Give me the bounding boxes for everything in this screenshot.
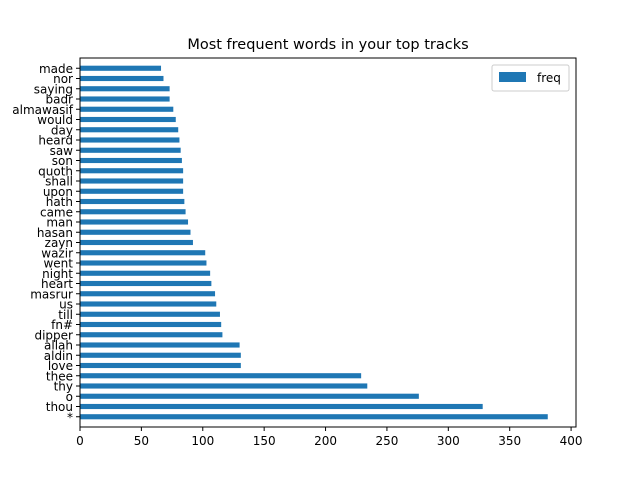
bar-23 — [80, 178, 184, 184]
x-axis-ticks: 0 50 100 150 200 250 300 350 400 — [76, 427, 583, 448]
bar-22 — [80, 188, 184, 194]
legend-frame — [491, 64, 570, 92]
bar-34 — [80, 65, 162, 71]
legend: freq — [491, 64, 570, 92]
y-tick-label-27: heard — [38, 134, 73, 148]
y-tick-label-10: till — [58, 308, 73, 322]
bar-9 — [80, 321, 222, 328]
y-tick-label-9: fn# — [51, 318, 73, 332]
bar-29 — [80, 116, 176, 123]
bar-8 — [80, 332, 223, 338]
bar-33 — [80, 75, 164, 82]
y-tick-label-24: quoth — [38, 164, 73, 178]
x-tick-label-1: 50 — [134, 434, 149, 448]
bar-31 — [80, 96, 170, 102]
bar-1 — [80, 403, 483, 410]
y-tick-label-29: would — [37, 113, 73, 127]
x-tick-label-0: 0 — [76, 434, 84, 448]
y-tick-label-15: went — [43, 257, 73, 271]
x-tick-label-7: 350 — [498, 434, 521, 448]
y-tick-label-21: hath — [46, 195, 73, 209]
y-tick-label-34: made — [39, 62, 73, 76]
y-tick-label-30: almawasif — [12, 103, 73, 117]
bars-group — [80, 65, 548, 420]
bar-12 — [80, 291, 216, 297]
y-tick-label-33: nor — [53, 72, 73, 86]
y-tick-label-13: heart — [41, 277, 73, 291]
y-tick-label-11: us — [59, 298, 73, 312]
x-tick-label-3: 150 — [253, 434, 276, 448]
y-tick-label-17: zayn — [45, 236, 73, 250]
y-tick-label-28: day — [51, 123, 73, 137]
bar-10 — [80, 311, 220, 317]
bar-6 — [80, 352, 241, 358]
y-tick-label-8: dipper — [34, 328, 73, 342]
x-tick-label-5: 250 — [375, 434, 398, 448]
x-tick-label-8: 400 — [560, 434, 583, 448]
y-tick-label-7: allah — [44, 339, 73, 353]
x-tick-label-4: 200 — [314, 434, 337, 448]
bar-13 — [80, 280, 212, 287]
bar-17 — [80, 239, 193, 246]
bar-18 — [80, 229, 191, 235]
bar-32 — [80, 86, 170, 92]
legend-swatch — [499, 72, 526, 82]
bar-20 — [80, 209, 186, 215]
y-tick-label-6: aldin — [44, 349, 73, 363]
y-tick-label-2: o — [66, 390, 73, 404]
bar-3 — [80, 383, 368, 389]
bar-0 — [80, 414, 548, 420]
bar-21 — [80, 198, 185, 205]
y-tick-label-1: thou — [46, 400, 73, 414]
bar-30 — [80, 106, 174, 112]
bar-14 — [80, 270, 211, 276]
bar-25 — [80, 157, 182, 164]
y-tick-label-19: man — [46, 216, 73, 230]
y-tick-label-26: saw — [50, 144, 74, 158]
legend-label: freq — [537, 71, 561, 85]
y-tick-label-20: came — [40, 205, 73, 219]
y-tick-label-4: thee — [46, 369, 73, 383]
x-tick-label-2: 100 — [191, 434, 214, 448]
chart-title: Most frequent words in your top tracks — [187, 37, 468, 53]
bar-27 — [80, 137, 180, 143]
y-tick-label-5: love — [48, 359, 73, 373]
y-tick-label-14: night — [42, 267, 73, 281]
y-axis-ticks: *thouothytheelovealdinallahdipperfn#till… — [12, 62, 80, 424]
y-tick-label-12: masrur — [30, 287, 73, 301]
bar-26 — [80, 147, 181, 153]
y-tick-label-23: shall — [45, 175, 73, 189]
bar-15 — [80, 260, 207, 266]
y-tick-label-0: * — [67, 410, 73, 424]
bar-4 — [80, 373, 362, 379]
bar-2 — [80, 393, 419, 399]
bar-11 — [80, 301, 217, 307]
plot-frame — [79, 57, 577, 428]
bar-28 — [80, 127, 179, 133]
y-tick-label-22: upon — [43, 185, 73, 199]
x-tick-label-6: 300 — [437, 434, 460, 448]
y-tick-label-32: saying — [34, 82, 73, 96]
bar-7 — [80, 342, 240, 348]
bar-5 — [80, 362, 241, 369]
y-tick-label-31: badr — [45, 93, 73, 107]
y-tick-label-25: son — [52, 154, 73, 168]
bar-16 — [80, 250, 206, 256]
bar-19 — [80, 219, 189, 225]
y-tick-label-16: wazir — [41, 246, 73, 260]
y-tick-label-18: hasan — [37, 226, 73, 240]
y-tick-label-3: thy — [54, 380, 73, 394]
bar-24 — [80, 168, 184, 174]
